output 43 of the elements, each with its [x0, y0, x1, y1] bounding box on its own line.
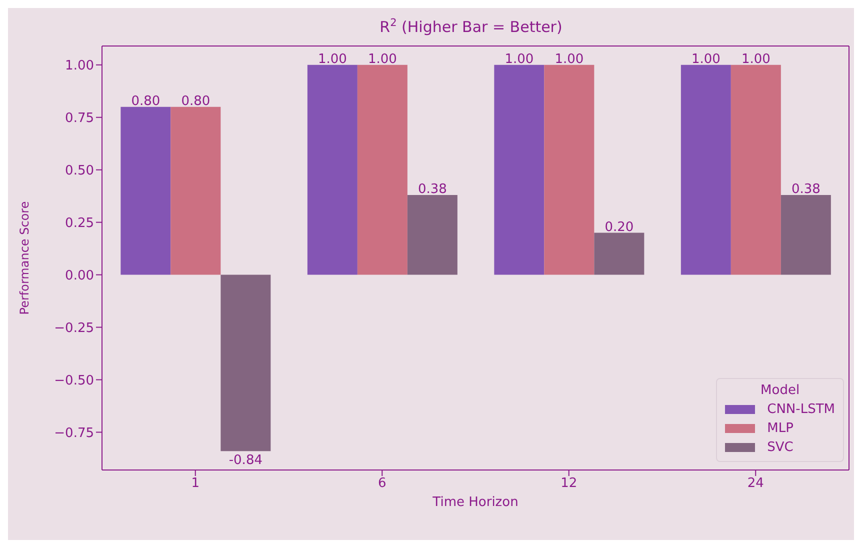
- bar: [494, 64, 544, 275]
- bar: [544, 64, 594, 275]
- bar: [120, 106, 171, 275]
- data-label: 0.80: [181, 94, 210, 109]
- y-tick-label: 0.25: [65, 216, 94, 231]
- y-tick-label: 0.50: [65, 163, 94, 178]
- data-label: 1.00: [741, 52, 770, 67]
- bar: [357, 64, 408, 275]
- x-tick-label: 12: [560, 476, 578, 492]
- bar: [780, 195, 831, 275]
- data-label: 1.00: [368, 52, 397, 67]
- x-tick-label: 6: [378, 476, 386, 492]
- bar: [407, 195, 458, 275]
- y-tick-label: 1.00: [65, 58, 94, 74]
- bar: [307, 64, 358, 275]
- data-label: 0.38: [418, 182, 447, 198]
- data-label: 1.00: [318, 52, 347, 67]
- y-tick-label: −0.50: [54, 373, 94, 388]
- y-tick-label: −0.75: [54, 426, 94, 441]
- data-label: -0.84: [228, 453, 262, 468]
- x-axis-title: Time Horizon: [432, 495, 518, 510]
- legend-label: SVC: [767, 439, 794, 457]
- data-label: 0.20: [604, 220, 634, 235]
- legend-label: CNN-LSTM: [767, 401, 835, 419]
- data-label: 0.80: [131, 94, 160, 109]
- bar: [594, 232, 644, 275]
- data-label: 1.00: [554, 52, 584, 67]
- bar: [730, 64, 781, 275]
- x-tick-label: 1: [191, 476, 200, 492]
- bar: [170, 106, 221, 275]
- legend-title: Model: [760, 383, 801, 398]
- legend-label: MLP: [767, 420, 794, 438]
- data-label: 0.38: [791, 182, 820, 198]
- chart-title: R$^{2}$ (Higher Bar = Better): [380, 17, 562, 36]
- data-label: 1.00: [691, 52, 720, 67]
- bar: [220, 274, 271, 452]
- y-tick-label: 0.75: [65, 110, 94, 126]
- data-label: 1.00: [504, 52, 534, 67]
- x-tick-label: 24: [747, 476, 764, 492]
- y-axis-title: Performance Score: [17, 201, 32, 315]
- y-tick-label: −0.25: [54, 320, 94, 336]
- y-tick-label: 0.00: [65, 268, 94, 284]
- bar: [680, 64, 731, 275]
